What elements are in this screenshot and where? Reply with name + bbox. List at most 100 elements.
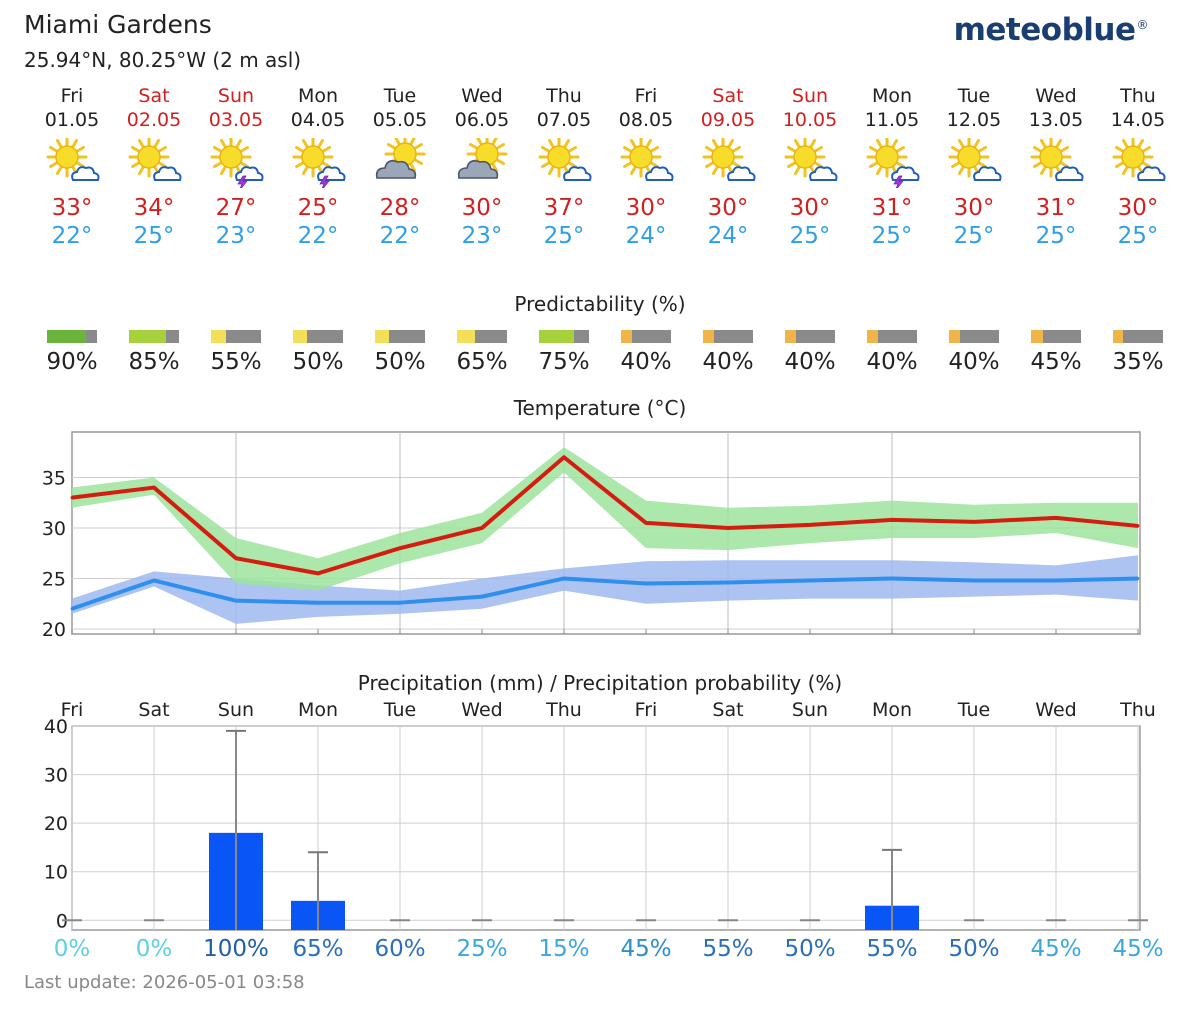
day-name: Sun: [217, 85, 255, 107]
predictability-item: 40%: [769, 330, 851, 375]
sun-thunder-icon: [866, 138, 920, 188]
day-name: Mon: [871, 85, 913, 107]
temp-max-point: [890, 518, 894, 522]
meteoblue-logo[interactable]: meteoblue®: [954, 12, 1149, 48]
temp-min-point: [1136, 576, 1140, 580]
predictability-fill: [1031, 330, 1043, 343]
sun-cloud-icon: [1030, 138, 1084, 181]
temp-tick-label: 25: [42, 568, 66, 590]
day-name: Thu: [546, 85, 582, 107]
min-temperature: 25°: [871, 223, 913, 249]
predictability-item: 45%: [1015, 330, 1097, 375]
precip-day-label: Sun: [218, 699, 254, 721]
precip-probability: 50%: [948, 936, 1000, 962]
sun-cloud-icon: [128, 138, 182, 181]
predictability-percent: 40%: [702, 349, 754, 375]
temp-max-point: [398, 546, 402, 550]
precipitation-title: Precipitation (mm) / Precipitation proba…: [357, 671, 843, 695]
sun-cloud-icon: [784, 138, 838, 181]
precip-probability: 0%: [53, 936, 91, 962]
predictability-percent: 50%: [374, 349, 426, 375]
day-name: Sun: [791, 85, 829, 107]
day-column: Wed 06.05 30° 23°: [441, 84, 523, 250]
day-name: Wed: [1035, 85, 1077, 107]
precip-day-label: Wed: [1035, 699, 1076, 721]
predictability-bar: [539, 330, 589, 343]
day-name: Sat: [138, 85, 170, 107]
predictability-remainder: [86, 330, 97, 343]
day-column: Fri 01.05 33° 22°: [31, 84, 113, 250]
day-date: 08.05: [618, 109, 674, 131]
day-date: 11.05: [864, 109, 920, 131]
sun-thunder-icon: [292, 138, 346, 188]
predictability-fill: [1113, 330, 1123, 343]
predictability-item: 40%: [851, 330, 933, 375]
predictability-bar: [867, 330, 917, 343]
precip-day-label: Tue: [383, 699, 416, 721]
max-temperature: 25°: [297, 195, 339, 221]
sun-cloud-icon: [702, 138, 756, 181]
temp-tick-label: 20: [42, 619, 66, 641]
sun-thunder-icon: [210, 138, 264, 188]
min-temperature: 22°: [297, 223, 339, 249]
daily-forecast-row: Fri 01.05 33° 22° Sat 02.05 34° 25° Sun 03.05 27° 2…: [0, 84, 1200, 264]
precip-day-label: Mon: [298, 699, 338, 721]
day-date: 02.05: [126, 109, 182, 131]
predictability-fill: [949, 330, 960, 343]
precip-day-label: Sun: [792, 699, 828, 721]
predictability-percent: 50%: [292, 349, 344, 375]
day-date: 03.05: [208, 109, 264, 131]
cloud-sun-icon: [375, 138, 426, 179]
temp-max-point: [234, 556, 238, 560]
max-temperature: 31°: [871, 195, 913, 221]
day-date: 06.05: [454, 109, 510, 131]
day-name: Fri: [634, 85, 658, 107]
max-temperature: 30°: [953, 195, 995, 221]
predictability-remainder: [307, 330, 343, 343]
predictability-fill: [703, 330, 714, 343]
day-date: 04.05: [290, 109, 346, 131]
predictability-item: 50%: [277, 330, 359, 375]
predictability-fill: [621, 330, 632, 343]
predictability-remainder: [226, 330, 261, 343]
precip-day-label: Sat: [138, 699, 169, 721]
day-column: Thu 14.05 30° 25°: [1097, 84, 1179, 250]
max-temperature: 30°: [461, 195, 503, 221]
temp-max-point: [70, 496, 74, 500]
predictability-remainder: [632, 330, 671, 343]
precip-day-label: Sat: [712, 699, 743, 721]
precip-tick-label: 20: [44, 813, 68, 835]
precip-day-label: Fri: [635, 699, 658, 721]
day-date: 01.05: [44, 109, 100, 131]
precip-probability: 45%: [1112, 936, 1164, 962]
predictability-percent: 40%: [620, 349, 672, 375]
predictability-item: 40%: [605, 330, 687, 375]
predictability-bar: [1031, 330, 1081, 343]
day-name: Tue: [957, 85, 991, 107]
predictability-fill: [867, 330, 878, 343]
temp-tick-label: 35: [42, 467, 66, 489]
location-coordinates: 25.94°N, 80.25°W (2 m asl): [24, 48, 302, 72]
max-temperature: 33°: [51, 195, 93, 221]
predictability-percent: 85%: [128, 349, 180, 375]
precip-tick-label: 30: [44, 765, 68, 787]
predictability-remainder: [389, 330, 425, 343]
predictability-bar: [375, 330, 425, 343]
max-temperature: 37°: [543, 195, 585, 221]
predictability-remainder: [796, 330, 835, 343]
predictability-item: 90%: [31, 330, 113, 375]
temp-min-point: [808, 578, 812, 582]
max-temperature: 30°: [1117, 195, 1159, 221]
max-temperature: 30°: [707, 195, 749, 221]
predictability-fill: [293, 330, 307, 343]
predictability-bar: [457, 330, 507, 343]
day-column: Mon 11.05 31° 25°: [851, 84, 933, 250]
predictability-percent: 90%: [46, 349, 98, 375]
day-column: Tue 12.05 30° 25°: [933, 84, 1015, 250]
day-name: Fri: [60, 85, 84, 107]
precip-probability: 25%: [456, 936, 508, 962]
day-column: Thu 07.05 37° 25°: [523, 84, 605, 250]
predictability-bar: [1113, 330, 1163, 343]
day-column: Sun 03.05 27° 23°: [195, 84, 277, 250]
day-name: Sat: [712, 85, 744, 107]
